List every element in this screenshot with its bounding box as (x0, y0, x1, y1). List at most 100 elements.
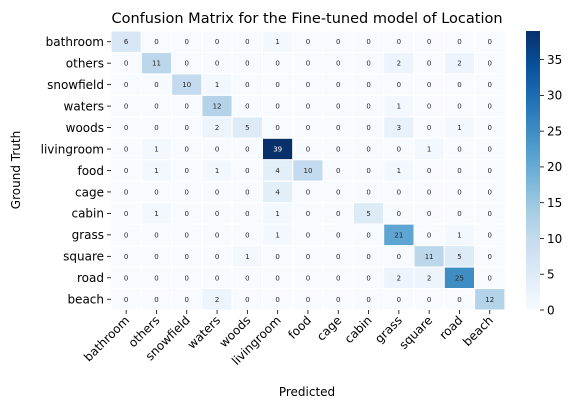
cell-value-label: 5 (245, 124, 249, 132)
cell-value-label: 0 (336, 103, 340, 111)
cell-value-label: 1 (275, 38, 279, 46)
cell-value-label: 0 (245, 167, 249, 175)
heatmap-cells: 6 0 0 0 0 1 0 0 0 0 0 0 00 11 0 0 0 0 0 0 0 2 0 2 00 0 10 1 0 0 0 0 0 0 0 0… (110, 30, 506, 311)
cell-value-label: 6 (124, 38, 129, 46)
heatmap-cell (474, 288, 506, 311)
cell-value-label: 0 (306, 253, 310, 261)
cell-value-label: 0 (185, 167, 189, 175)
cell-value-label: 0 (185, 60, 189, 68)
cell-value-label: 1 (215, 81, 219, 89)
cell-value-label: 0 (275, 124, 279, 132)
cell-value-label: 0 (427, 103, 431, 111)
cell-value-label: 0 (185, 274, 189, 282)
cell-value-label: 0 (245, 60, 249, 68)
cell-value-label: 0 (457, 167, 461, 175)
cell-value-label: 0 (488, 146, 492, 154)
cell-value-label: 5 (366, 210, 370, 218)
cell-value-label: 0 (336, 124, 340, 132)
y-tick-label: woods (66, 121, 104, 135)
colorbar-tick-label: 5 (547, 268, 555, 282)
cell-value-label: 0 (427, 60, 431, 68)
cell-value-label: 4 (275, 167, 280, 175)
cell-value-label: 0 (366, 167, 370, 175)
cell-value-label: 10 (182, 81, 191, 89)
cell-value-label: 0 (306, 124, 310, 132)
colorbar (526, 31, 540, 310)
y-tick-label: road (77, 271, 104, 285)
cell-value-label: 1 (397, 167, 401, 175)
cell-value-label: 0 (488, 124, 492, 132)
cell-value-label: 0 (427, 231, 431, 239)
colorbar-tick-label: 0 (547, 303, 555, 317)
cell-value-label: 0 (457, 296, 461, 304)
y-tick-labels: bathroom others snowfield waters woods living… (41, 35, 111, 307)
cell-value-label: 0 (245, 231, 249, 239)
y-tick-label: food (77, 164, 104, 178)
cell-value-label: 0 (457, 103, 461, 111)
cell-value-label: 0 (124, 103, 128, 111)
cell-value-label: 0 (336, 296, 340, 304)
colorbar-tick-label: 30 (547, 89, 562, 103)
cell-value-label: 2 (457, 60, 461, 68)
cell-value-label: 0 (154, 296, 158, 304)
cell-value-label: 0 (154, 274, 158, 282)
cell-value-label: 0 (336, 274, 340, 282)
cell-value-label: 25 (455, 274, 464, 282)
y-tick-label: square (63, 250, 104, 264)
cell-value-label: 0 (397, 38, 401, 46)
y-tick-label: waters (64, 99, 104, 113)
y-tick-label: snowfield (47, 78, 104, 92)
cell-value-label: 0 (185, 188, 189, 196)
cell-value-label: 0 (245, 103, 249, 111)
cell-value-label: 0 (124, 124, 128, 132)
cell-value-label: 0 (124, 146, 128, 154)
cell-value-label: 0 (488, 81, 492, 89)
cell-value-label: 0 (245, 210, 249, 218)
cell-value-label: 0 (427, 38, 431, 46)
cell-value-label: 0 (457, 188, 461, 196)
cell-value-label: 0 (366, 124, 370, 132)
cell-value-label: 0 (306, 210, 310, 218)
cell-value-label: 0 (185, 103, 189, 111)
cell-value-label: 0 (185, 124, 189, 132)
cell-value-label: 1 (275, 231, 279, 239)
x-tick-labels: bathroomotherssnowfieldwaterswoodsliving… (81, 309, 496, 368)
cell-value-label: 21 (394, 231, 403, 239)
colorbar-tick-label: 10 (547, 232, 562, 246)
cell-value-label: 0 (185, 231, 189, 239)
colorbar-tick-label: 25 (547, 124, 562, 138)
cell-value-label: 0 (306, 60, 310, 68)
cell-value-label: 0 (397, 188, 401, 196)
x-axis-label: Predicted (279, 385, 335, 399)
cell-value-label: 0 (154, 81, 158, 89)
cell-value-label: 0 (366, 38, 370, 46)
cell-value-label: 0 (336, 188, 340, 196)
cell-value-label: 0 (427, 167, 431, 175)
cell-value-label: 0 (366, 274, 370, 282)
cell-value-label: 0 (366, 231, 370, 239)
cell-value-label: 0 (185, 296, 189, 304)
cell-value-label: 0 (185, 210, 189, 218)
y-tick-label: beach (67, 293, 104, 307)
cell-value-label: 0 (124, 253, 128, 261)
cell-value-label: 0 (366, 60, 370, 68)
cell-value-label: 0 (154, 103, 158, 111)
cell-value-label: 1 (245, 253, 249, 261)
cell-value-label: 0 (275, 296, 279, 304)
cell-value-label: 1 (427, 146, 431, 154)
cell-value-label: 1 (397, 103, 401, 111)
y-tick-label: others (66, 56, 104, 70)
cell-value-label: 0 (488, 210, 492, 218)
cell-value-label: 0 (124, 188, 128, 196)
colorbar-tick-label: 20 (547, 160, 562, 174)
cell-value-label: 0 (245, 81, 249, 89)
cell-value-label: 0 (306, 38, 310, 46)
cell-value-label: 0 (336, 253, 340, 261)
cell-value-label: 3 (397, 124, 401, 132)
cell-value-label: 0 (366, 296, 370, 304)
cell-value-label: 0 (275, 253, 279, 261)
cell-value-label: 2 (215, 124, 219, 132)
cell-value-label: 0 (245, 38, 249, 46)
cell-value-label: 0 (185, 146, 189, 154)
